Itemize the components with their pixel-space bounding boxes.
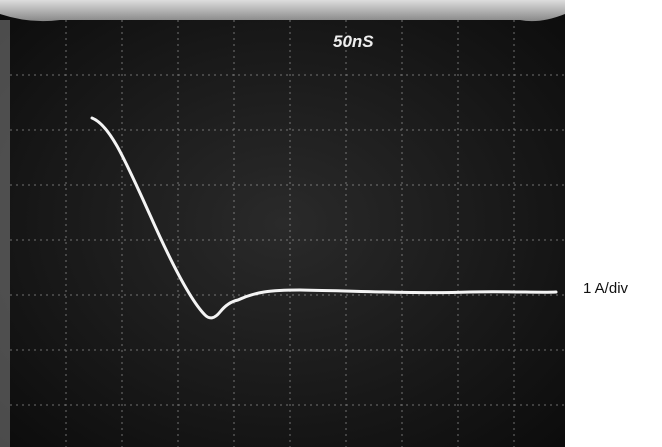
waveform-trace <box>90 116 558 320</box>
graticule <box>10 20 565 447</box>
scale-label: 1 A/div <box>583 280 629 297</box>
screen-background <box>0 0 565 447</box>
scope-screen: 50nS <box>0 0 565 447</box>
timebase-label: 50nS <box>333 32 374 51</box>
screen-bezel <box>0 0 565 22</box>
screen-edge <box>0 20 10 447</box>
